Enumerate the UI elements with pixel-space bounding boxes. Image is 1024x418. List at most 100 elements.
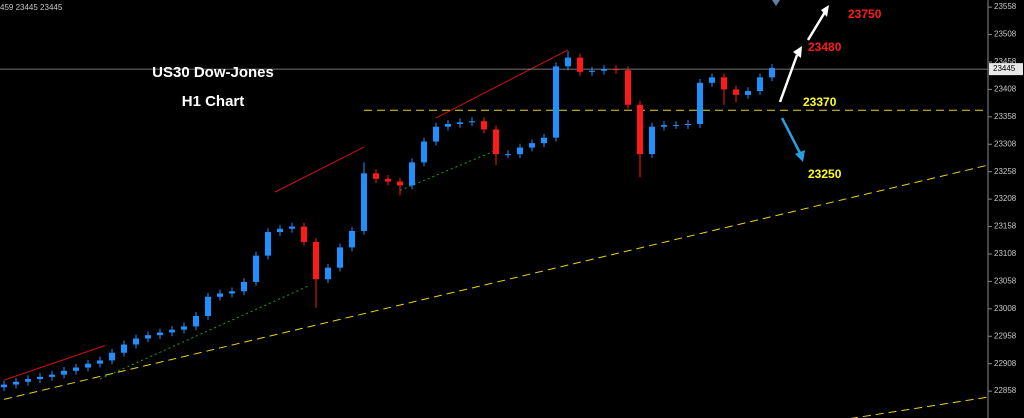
candle-body [469, 121, 475, 123]
candle-body [301, 226, 307, 242]
candle-body [481, 121, 487, 130]
candle-body [145, 335, 151, 339]
candle-body [721, 77, 727, 90]
candle-body [457, 122, 463, 124]
y-tick-label: 23208 [994, 194, 1017, 203]
price-label-box [989, 63, 1023, 76]
candle-body [289, 226, 295, 229]
candle-body [673, 125, 679, 127]
arrow [780, 117, 802, 154]
y-tick-label: 23358 [994, 112, 1017, 121]
trendline [274, 146, 365, 193]
arrow [806, 11, 827, 41]
candle-body [697, 82, 703, 124]
candle-body [433, 126, 439, 142]
arrow-head [821, 5, 829, 17]
candle-body [409, 162, 415, 186]
y-tick-label: 22908 [994, 359, 1017, 368]
candle-body [553, 66, 559, 138]
y-tick-label: 23108 [994, 249, 1017, 258]
trendline [399, 149, 497, 191]
candle-body [217, 293, 223, 297]
candle-body [505, 154, 511, 156]
annotation: 23750 [848, 7, 882, 21]
candle-body [361, 173, 367, 231]
candle-body [421, 141, 427, 163]
candle-body [253, 255, 259, 282]
candle-body [1, 384, 7, 388]
candle-body [229, 291, 235, 294]
candle-body [745, 91, 751, 95]
candle-body [349, 230, 355, 248]
candle-body [529, 143, 535, 148]
candle-body [373, 173, 379, 179]
candle-body [277, 228, 283, 233]
candle-body [97, 360, 103, 364]
marker [772, 0, 780, 6]
candle-body [685, 123, 691, 126]
candle-body [661, 125, 667, 127]
candle-body [601, 69, 607, 71]
annotation: 23480 [808, 40, 842, 54]
y-tick-label: 23408 [994, 85, 1017, 94]
y-tick-label: 23258 [994, 167, 1017, 176]
annotation: 23370 [803, 95, 837, 109]
trendline [435, 49, 569, 119]
y-tick-label: 23008 [994, 304, 1017, 313]
candle-body [613, 69, 619, 71]
candle-body [157, 332, 163, 336]
y-tick-label: 23158 [994, 222, 1017, 231]
candle-body [769, 68, 775, 78]
y-tick-label: 23058 [994, 277, 1017, 286]
candle-body [37, 376, 43, 380]
arrow-head [795, 150, 805, 162]
trendline [3, 345, 105, 381]
candle-body [265, 232, 271, 256]
arrows [778, 5, 829, 162]
candle-body [241, 281, 247, 292]
candle-body [181, 326, 187, 330]
trendline [3, 164, 989, 400]
candle-body [385, 178, 391, 182]
candle-body [637, 104, 643, 155]
y-tick-label: 23308 [994, 139, 1017, 148]
y-tick-label: 22958 [994, 331, 1017, 340]
candle-body [649, 126, 655, 155]
candle-body [589, 70, 595, 72]
candle-body [517, 147, 523, 155]
y-tick-label: 23558 [994, 2, 1017, 11]
candle-body [313, 241, 319, 280]
candle-body [493, 129, 499, 155]
trendline [850, 396, 989, 418]
candle-body [49, 374, 55, 377]
candle-body [73, 367, 79, 371]
candle-body [757, 77, 763, 92]
candle-body [193, 315, 199, 327]
candle-body [133, 338, 139, 345]
candle-body [205, 296, 211, 316]
trendline [99, 284, 311, 380]
chart-subtitle: H1 Chart [182, 93, 245, 110]
candle-body [733, 89, 739, 95]
price-label: 23445 [993, 64, 1016, 73]
candle-body [61, 370, 67, 375]
candle-body [85, 363, 91, 368]
candle-body [325, 267, 331, 280]
candle-body [577, 57, 583, 72]
candle-body [109, 352, 115, 361]
y-tick-label: 22858 [994, 386, 1017, 395]
arrow [778, 54, 799, 103]
y-tick-label: 23458 [994, 57, 1017, 66]
candle-body [625, 70, 631, 105]
candle-body [25, 379, 31, 382]
y-tick-label: 23508 [994, 30, 1017, 39]
candle-body [709, 77, 715, 83]
candle-body [397, 181, 403, 186]
candle-body [445, 123, 451, 127]
chart-title: US30 Dow-Jones [152, 64, 274, 81]
candle-body [541, 137, 547, 144]
candle-body [169, 329, 175, 333]
candle-body [565, 57, 571, 67]
candle-body [337, 247, 343, 268]
